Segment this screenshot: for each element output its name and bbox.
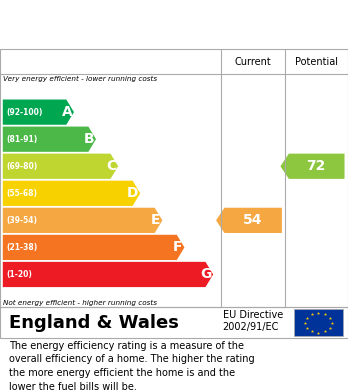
Text: (21-38): (21-38): [6, 243, 38, 252]
Text: Very energy efficient - lower running costs: Very energy efficient - lower running co…: [3, 76, 158, 83]
Text: EU Directive
2002/91/EC: EU Directive 2002/91/EC: [223, 310, 283, 332]
Polygon shape: [3, 262, 213, 287]
Text: (92-100): (92-100): [6, 108, 43, 117]
Polygon shape: [3, 127, 96, 152]
Text: D: D: [127, 186, 139, 200]
Polygon shape: [216, 208, 282, 233]
Polygon shape: [280, 154, 345, 179]
Polygon shape: [3, 154, 118, 179]
Text: Current: Current: [235, 57, 271, 66]
Text: (1-20): (1-20): [6, 270, 32, 279]
Text: Energy Efficiency Rating: Energy Efficiency Rating: [9, 17, 219, 32]
Text: 54: 54: [243, 213, 262, 227]
Text: A: A: [62, 105, 72, 119]
Text: 72: 72: [306, 159, 326, 173]
Text: England & Wales: England & Wales: [9, 314, 179, 332]
Text: Potential: Potential: [295, 57, 338, 66]
Bar: [294, 309, 343, 336]
Text: E: E: [151, 213, 160, 227]
Text: (69-80): (69-80): [6, 162, 38, 171]
Text: F: F: [173, 240, 183, 255]
Polygon shape: [3, 100, 74, 125]
Polygon shape: [3, 208, 162, 233]
Text: (39-54): (39-54): [6, 216, 37, 225]
Text: B: B: [84, 132, 94, 146]
Polygon shape: [3, 235, 184, 260]
Text: G: G: [200, 267, 212, 282]
Text: The energy efficiency rating is a measure of the
overall efficiency of a home. T: The energy efficiency rating is a measur…: [9, 341, 254, 391]
Text: C: C: [106, 159, 116, 173]
Text: (81-91): (81-91): [6, 135, 38, 143]
Text: Not energy efficient - higher running costs: Not energy efficient - higher running co…: [3, 300, 158, 306]
Polygon shape: [3, 181, 140, 206]
Text: (55-68): (55-68): [6, 189, 37, 198]
